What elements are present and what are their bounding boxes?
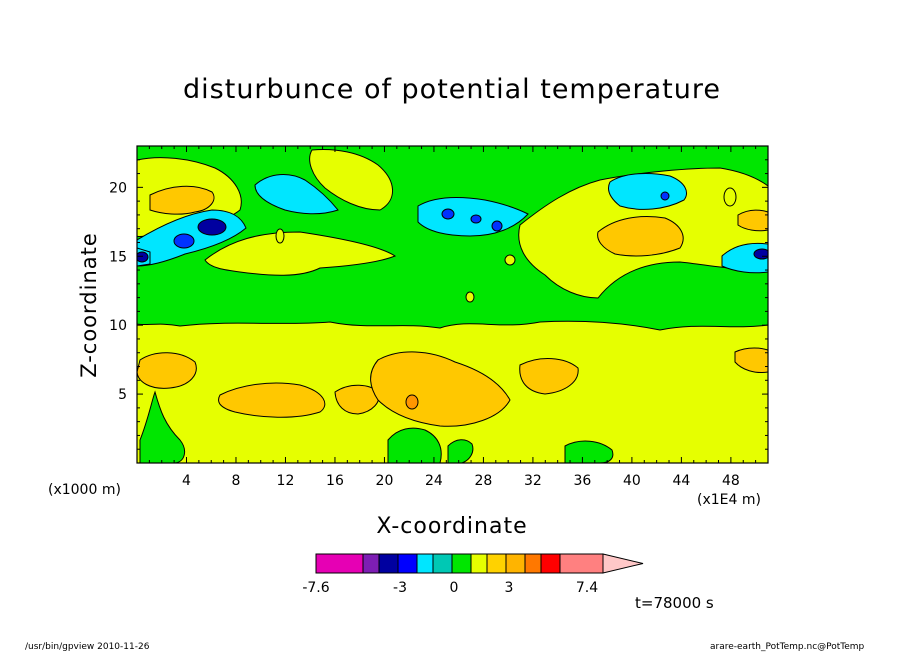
y-axis: 5 10 15 20	[109, 159, 768, 450]
orange-lower-3	[334, 384, 380, 415]
chart-title: disturbunce of potential temperature	[183, 74, 721, 105]
colorbar-segment	[378, 553, 399, 574]
plot-field	[137, 146, 768, 463]
x-tick-label: 8	[232, 473, 241, 489]
y-axis-label: Z-coordinate	[77, 232, 101, 378]
blue-core-right	[660, 191, 670, 201]
yellow-island-3	[504, 254, 516, 266]
blue-core-mid-3	[491, 220, 503, 232]
green-lower-mid	[387, 427, 442, 463]
colorbar-label: 7.4	[576, 580, 598, 596]
x-tick-label: 48	[722, 473, 740, 489]
cyan-upper-mid	[254, 174, 339, 215]
cyan-right	[607, 173, 687, 210]
x-tick-label: 28	[475, 473, 493, 489]
x-tick-label: 24	[425, 473, 443, 489]
x-tick-label: 36	[573, 473, 591, 489]
blue-core-mid-2	[470, 214, 482, 224]
x-tick-label: 40	[623, 473, 641, 489]
orange-lower-7	[405, 394, 419, 410]
colorbar-segment	[416, 553, 434, 574]
yellow-island-2	[465, 291, 475, 303]
colorbar-segment	[451, 553, 472, 574]
colorbar-label: -7.6	[302, 580, 329, 596]
blue-core-mid-1	[441, 208, 455, 220]
x-tick-label: 4	[182, 473, 191, 489]
orange-lower-6	[734, 347, 768, 373]
navy-core-left	[197, 218, 227, 236]
x-tick-label: 44	[672, 473, 690, 489]
colorbar-segment	[432, 553, 453, 574]
plot-frame	[136, 145, 769, 464]
yellow-island-4	[723, 187, 737, 207]
blue-core-left	[173, 233, 195, 249]
colorbar-segment	[362, 553, 380, 574]
colorbar-segment	[470, 553, 488, 574]
y-tick-label: 20	[109, 180, 127, 196]
y-tick-label: 5	[118, 387, 127, 403]
orange-upper-left	[149, 185, 215, 215]
colorbar-label: -3	[393, 580, 407, 596]
colorbar-segment	[540, 553, 561, 574]
yellow-island-1	[275, 228, 285, 244]
y-axis-unit: (x1000 m)	[48, 482, 121, 498]
orange-right-edge	[737, 209, 768, 232]
green-lower-left	[139, 390, 186, 463]
x-axis: 4 8 12 16 20 24 28 32 36 40 44 48	[148, 146, 757, 489]
colorbar-label: 3	[505, 580, 514, 596]
orange-lower-2	[218, 382, 326, 418]
x-tick-label: 32	[524, 473, 542, 489]
colorbar-overflow-triangle	[602, 553, 644, 574]
x-axis-label: X-coordinate	[376, 514, 528, 539]
x-tick-label: 12	[277, 473, 295, 489]
x-tick-label: 16	[326, 473, 344, 489]
x-tick-label: 20	[376, 473, 394, 489]
colorbar-segment	[505, 553, 526, 574]
colorbar-segment	[315, 553, 364, 574]
orange-lower-5	[519, 358, 579, 395]
orange-lower-4	[370, 351, 511, 427]
colorbar-segment	[486, 553, 507, 574]
colorbar-segment	[559, 553, 604, 574]
time-label: t=78000 s	[635, 594, 714, 612]
x-axis-unit: (x1E4 m)	[697, 492, 761, 508]
orange-upper-right	[597, 216, 684, 257]
y-tick-label: 15	[109, 249, 127, 265]
navy-core-left-edge	[137, 251, 149, 263]
orange-lower-1	[137, 352, 197, 389]
y-tick-label: 10	[109, 318, 127, 334]
colorbar-segment	[397, 553, 418, 574]
yellow-upper-mid	[309, 149, 393, 211]
footer-left: /usr/bin/gpview 2010-11-26	[25, 642, 150, 652]
colorbar-segment	[524, 553, 542, 574]
colorbar-label: 0	[450, 580, 459, 596]
colorbar: -7.6 -3 0 3 7.4	[302, 553, 644, 596]
green-lower-mid2	[447, 439, 474, 463]
footer-right: arare-earth_PotTemp.nc@PotTemp	[710, 642, 865, 652]
